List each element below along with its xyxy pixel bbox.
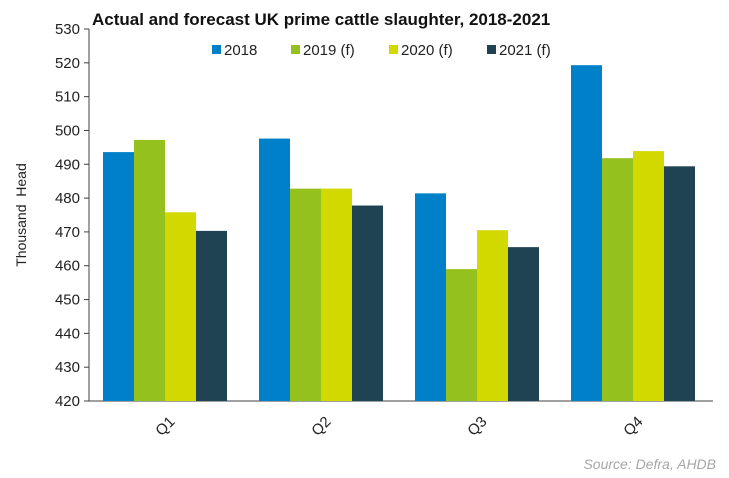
bar-q2-2018: [259, 138, 290, 401]
legend-label: 2021 (f): [499, 42, 551, 59]
bar-q3-2021f: [508, 247, 539, 401]
legend-swatch: [291, 45, 300, 54]
y-tick-label: 500: [55, 122, 80, 139]
x-tick-label: Q4: [620, 413, 646, 439]
bar-q3-2018: [415, 193, 446, 401]
legend-label: 2020 (f): [401, 42, 453, 59]
bar-q4-2020f: [633, 151, 664, 401]
source-note: Source: Defra, AHDB: [583, 456, 716, 472]
bar-q2-2020f: [321, 188, 352, 401]
x-tick-label: Q2: [308, 413, 334, 439]
y-tick-label: 490: [55, 156, 80, 173]
bar-q2-2019f: [290, 188, 321, 401]
y-tick-label: 470: [55, 224, 80, 241]
y-tick-label: 530: [55, 21, 80, 38]
x-tick-label: Q3: [464, 413, 490, 439]
legend-swatch: [389, 45, 398, 54]
bar-q3-2019f: [446, 269, 477, 401]
legend-swatch: [487, 45, 496, 54]
bar-q4-2019f: [602, 158, 633, 401]
legend-item: 2019 (f): [291, 42, 355, 59]
y-tick-label: 420: [55, 393, 80, 410]
legend: 2018 2019 (f) 2020 (f) 2021 (f): [212, 42, 551, 59]
legend-item: 2018: [212, 42, 257, 59]
bar-q1-2020f: [165, 212, 196, 401]
chart-title: Actual and forecast UK prime cattle slau…: [92, 10, 550, 29]
legend-item: 2021 (f): [487, 42, 551, 59]
bar-q4-2018: [571, 65, 602, 401]
legend-item: 2020 (f): [389, 42, 453, 59]
y-axis: 420 430 440 450 460 470 480 490 500 510 520 530: [55, 21, 90, 410]
bar-q2-2021f: [352, 205, 383, 401]
legend-label: 2018: [224, 42, 257, 59]
bar-q1-2019f: [134, 139, 165, 401]
y-tick-label: 440: [55, 325, 80, 342]
bar-q1-2021f: [196, 230, 227, 401]
legend-swatch: [212, 45, 221, 54]
x-axis: Q1 Q2 Q3 Q4: [89, 400, 713, 439]
legend-label: 2019 (f): [303, 42, 355, 59]
y-tick-label: 430: [55, 359, 80, 376]
x-tick-label: Q1: [152, 413, 178, 439]
y-tick-label: 450: [55, 292, 80, 309]
y-tick-label: 520: [55, 55, 80, 72]
bar-q4-2021f: [664, 166, 695, 401]
y-tick-label: 460: [55, 258, 80, 275]
bar-q3-2020f: [477, 230, 508, 401]
bar-q1-2018: [103, 152, 134, 401]
y-axis-label: Thousand Head: [13, 163, 29, 267]
y-tick-label: 510: [55, 89, 80, 106]
bars: [103, 65, 695, 401]
y-tick-label: 480: [55, 190, 80, 207]
